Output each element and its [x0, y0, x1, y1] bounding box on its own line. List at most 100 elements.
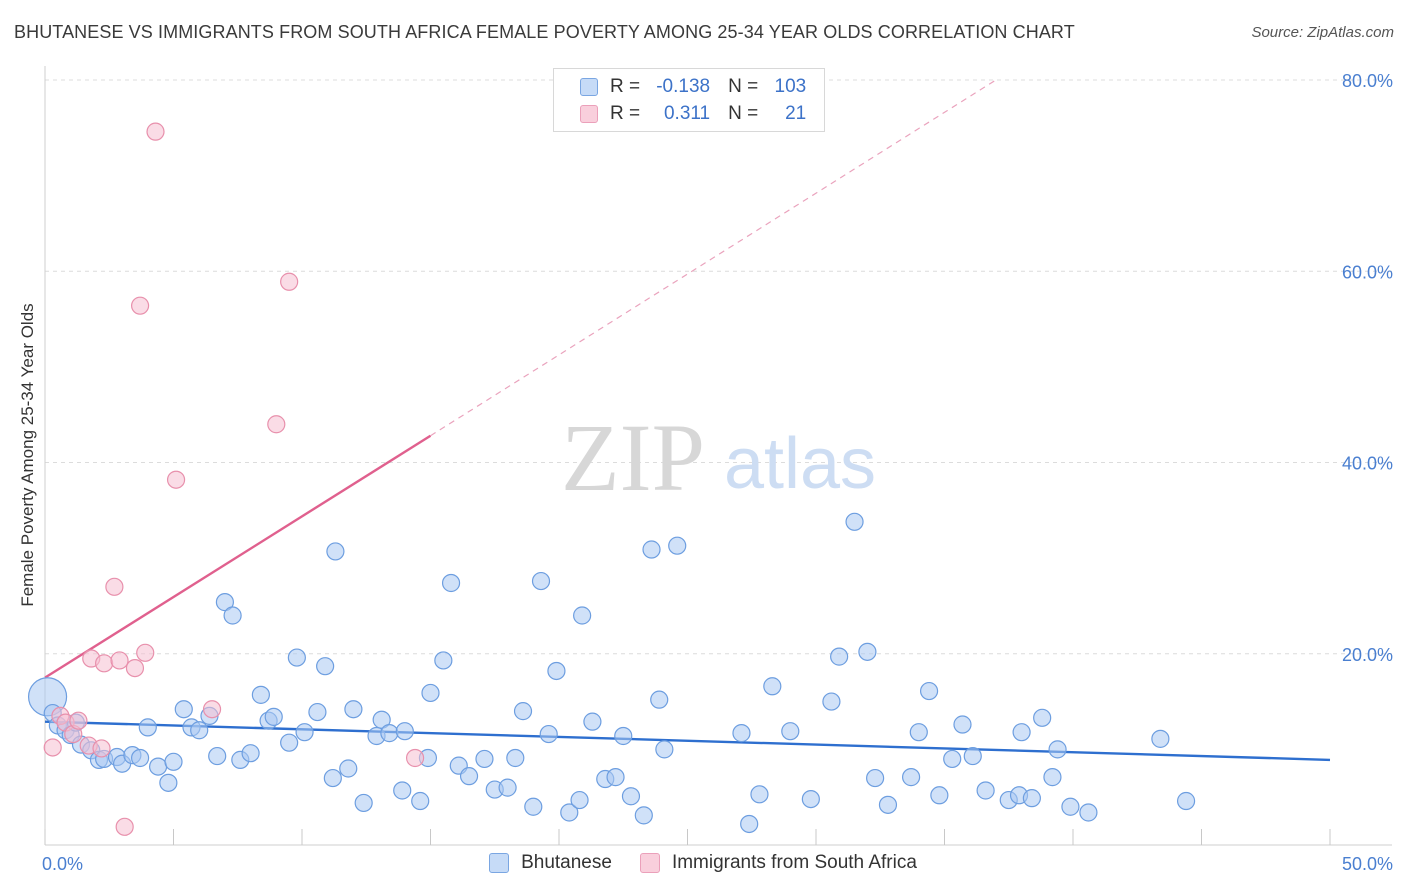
point-bhutanese: [287, 648, 306, 667]
legend-swatch-immigrants: [580, 105, 598, 123]
point-bhutanese: [393, 781, 412, 800]
point-bhutanese: [930, 786, 949, 805]
legend-r-label: R =: [610, 76, 641, 97]
point-bhutanese: [606, 768, 625, 787]
series-bhutanese: [27, 512, 1196, 834]
legend-label-immigrants: Immigrants from South Africa: [671, 852, 917, 873]
x-tick-label-left: 0.0%: [42, 854, 83, 874]
point-immigrants: [43, 738, 62, 757]
point-bhutanese: [740, 814, 759, 834]
point-bhutanese: [395, 722, 414, 741]
legend-n-value: 21: [785, 103, 807, 124]
point-bhutanese: [148, 757, 168, 776]
point-bhutanese: [866, 768, 885, 788]
point-bhutanese: [1061, 797, 1080, 816]
y-tick-label: 20.0%: [1342, 645, 1393, 665]
legend-row-bhutanese: R = -0.138 N = 103: [580, 74, 806, 100]
point-bhutanese: [506, 748, 525, 768]
trend-line-immigrants: [44, 434, 432, 679]
tick-labels: 20.0% 40.0% 60.0% 80.0% 0.0% 50.0%: [42, 71, 1393, 874]
point-bhutanese: [190, 721, 209, 740]
point-immigrants: [267, 415, 286, 434]
point-bhutanese: [264, 707, 283, 726]
point-bhutanese: [763, 677, 782, 696]
point-bhutanese: [215, 593, 234, 612]
point-immigrants: [92, 739, 111, 758]
point-bhutanese: [801, 789, 820, 809]
watermark-atlas: atlas: [724, 424, 876, 504]
point-bhutanese: [634, 806, 653, 825]
point-immigrants: [136, 643, 155, 662]
legend-swatch-bhutanese: [489, 853, 510, 873]
point-bhutanese: [845, 512, 864, 531]
point-bhutanese: [919, 681, 939, 701]
watermark: ZIP atlas: [561, 404, 876, 511]
point-bhutanese: [1033, 708, 1052, 727]
legend-row-immigrants: R = 0.311 N = 21: [580, 101, 806, 127]
point-bhutanese: [583, 712, 602, 731]
point-bhutanese: [901, 768, 921, 787]
stats-legend: R = -0.138 N = 103 R = 0.311 N = 21: [553, 68, 825, 132]
point-bhutanese: [323, 768, 342, 788]
point-bhutanese: [655, 740, 674, 759]
watermark-zip: ZIP: [561, 404, 705, 511]
point-bhutanese: [326, 542, 345, 561]
point-immigrants: [95, 654, 114, 673]
point-bhutanese: [570, 790, 589, 810]
point-bhutanese: [1022, 789, 1041, 808]
legend-n-label: N =: [728, 103, 759, 124]
point-bhutanese: [524, 797, 543, 816]
point-bhutanese: [316, 657, 335, 676]
point-bhutanese: [750, 785, 769, 804]
legend-r-label: R =: [610, 103, 641, 124]
point-bhutanese: [130, 748, 150, 768]
point-bhutanese: [372, 710, 391, 729]
point-immigrants: [146, 122, 165, 141]
point-bhutanese: [498, 778, 517, 797]
point-immigrants: [125, 658, 145, 678]
point-bhutanese: [943, 749, 962, 769]
point-bhutanese: [251, 685, 270, 704]
point-bhutanese: [531, 571, 551, 591]
point-bhutanese: [208, 746, 227, 766]
point-bhutanese: [1151, 729, 1170, 748]
y-tick-label: 80.0%: [1342, 71, 1393, 91]
point-bhutanese: [1048, 740, 1067, 759]
point-immigrants: [105, 577, 124, 596]
legend-label-bhutanese: Bhutanese: [521, 852, 612, 873]
point-bhutanese: [878, 795, 898, 814]
point-bhutanese: [1176, 791, 1196, 811]
point-immigrants: [405, 748, 425, 768]
point-bhutanese: [1079, 803, 1098, 822]
series-legend: Bhutanese Immigrants from South Africa: [0, 852, 1406, 874]
point-bhutanese: [434, 651, 453, 670]
y-tick-label: 40.0%: [1342, 454, 1393, 474]
trend-line-bhutanese: [44, 720, 1331, 762]
point-bhutanese: [459, 767, 479, 786]
point-bhutanese: [339, 759, 358, 778]
point-immigrants: [202, 700, 222, 719]
legend-item-immigrants: Immigrants from South Africa: [639, 852, 917, 874]
point-bhutanese: [164, 752, 183, 771]
y-tick-label: 60.0%: [1342, 262, 1393, 282]
point-bhutanese: [621, 787, 641, 806]
point-bhutanese: [295, 723, 314, 742]
legend-n-label: N =: [728, 76, 759, 97]
point-bhutanese: [344, 700, 363, 719]
point-bhutanese: [668, 536, 687, 555]
legend-swatch-immigrants: [639, 853, 660, 873]
point-bhutanese: [241, 744, 260, 763]
point-bhutanese: [421, 683, 440, 703]
point-bhutanese: [138, 718, 157, 737]
point-bhutanese: [858, 642, 877, 661]
point-bhutanese: [1012, 723, 1031, 742]
legend-r-value: -0.138: [656, 76, 711, 97]
point-bhutanese: [963, 746, 982, 766]
source-label: Source: ZipAtlas.com: [1251, 24, 1394, 41]
point-bhutanese: [1043, 768, 1062, 787]
point-bhutanese: [822, 692, 841, 711]
trend-lines: [44, 79, 1331, 762]
point-bhutanese: [223, 606, 242, 625]
x-tick-label-right: 50.0%: [1342, 854, 1393, 874]
